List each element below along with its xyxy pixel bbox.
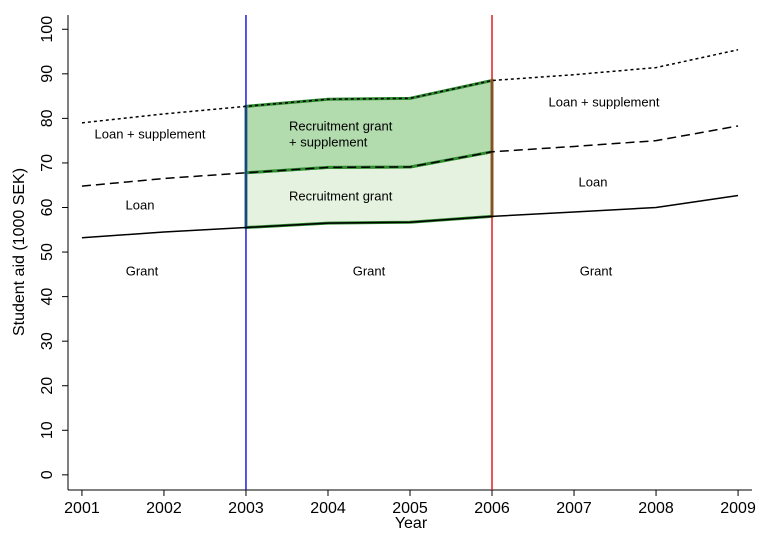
x-tick-label: 2008 — [638, 500, 674, 517]
x-tick-label: 2005 — [392, 500, 428, 517]
annotation: Grant — [353, 263, 386, 278]
y-tick-label: 50 — [39, 243, 56, 261]
annotation: Recruitment grant — [289, 118, 393, 133]
annotation: Loan + supplement — [549, 94, 660, 109]
annotation: Grant — [126, 263, 159, 278]
y-tick-label: 80 — [39, 109, 56, 127]
y-tick-label: 100 — [39, 16, 56, 43]
x-tick-label: 2006 — [474, 500, 510, 517]
annotation: + supplement — [289, 134, 368, 149]
y-axis-title: Student aid (1000 SEK) — [11, 168, 28, 336]
annotation: Loan + supplement — [95, 126, 206, 141]
y-tick-label: 40 — [39, 288, 56, 306]
x-tick-label: 2002 — [146, 500, 182, 517]
line-series — [81, 194, 739, 239]
line-series — [81, 125, 739, 187]
y-tick-label: 20 — [39, 377, 56, 395]
x-axis-title: Year — [395, 515, 428, 532]
x-tick-label: 2009 — [720, 500, 756, 517]
y-tick-label: 10 — [39, 421, 56, 439]
annotation: Loan — [579, 174, 608, 189]
annotation: Loan — [126, 197, 155, 212]
annotation: Recruitment grant — [289, 188, 393, 203]
x-tick-label: 2004 — [310, 500, 346, 517]
y-tick-label: 60 — [39, 198, 56, 216]
y-tick-label: 30 — [39, 332, 56, 350]
x-tick-label: 2007 — [556, 500, 592, 517]
y-tick-label: 0 — [39, 470, 56, 479]
x-tick-label: 2001 — [64, 500, 100, 517]
y-tick-label: 70 — [39, 154, 56, 172]
x-tick-label: 2003 — [228, 500, 264, 517]
line-series — [81, 49, 739, 124]
y-tick-label: 90 — [39, 65, 56, 83]
annotation: Grant — [580, 263, 613, 278]
